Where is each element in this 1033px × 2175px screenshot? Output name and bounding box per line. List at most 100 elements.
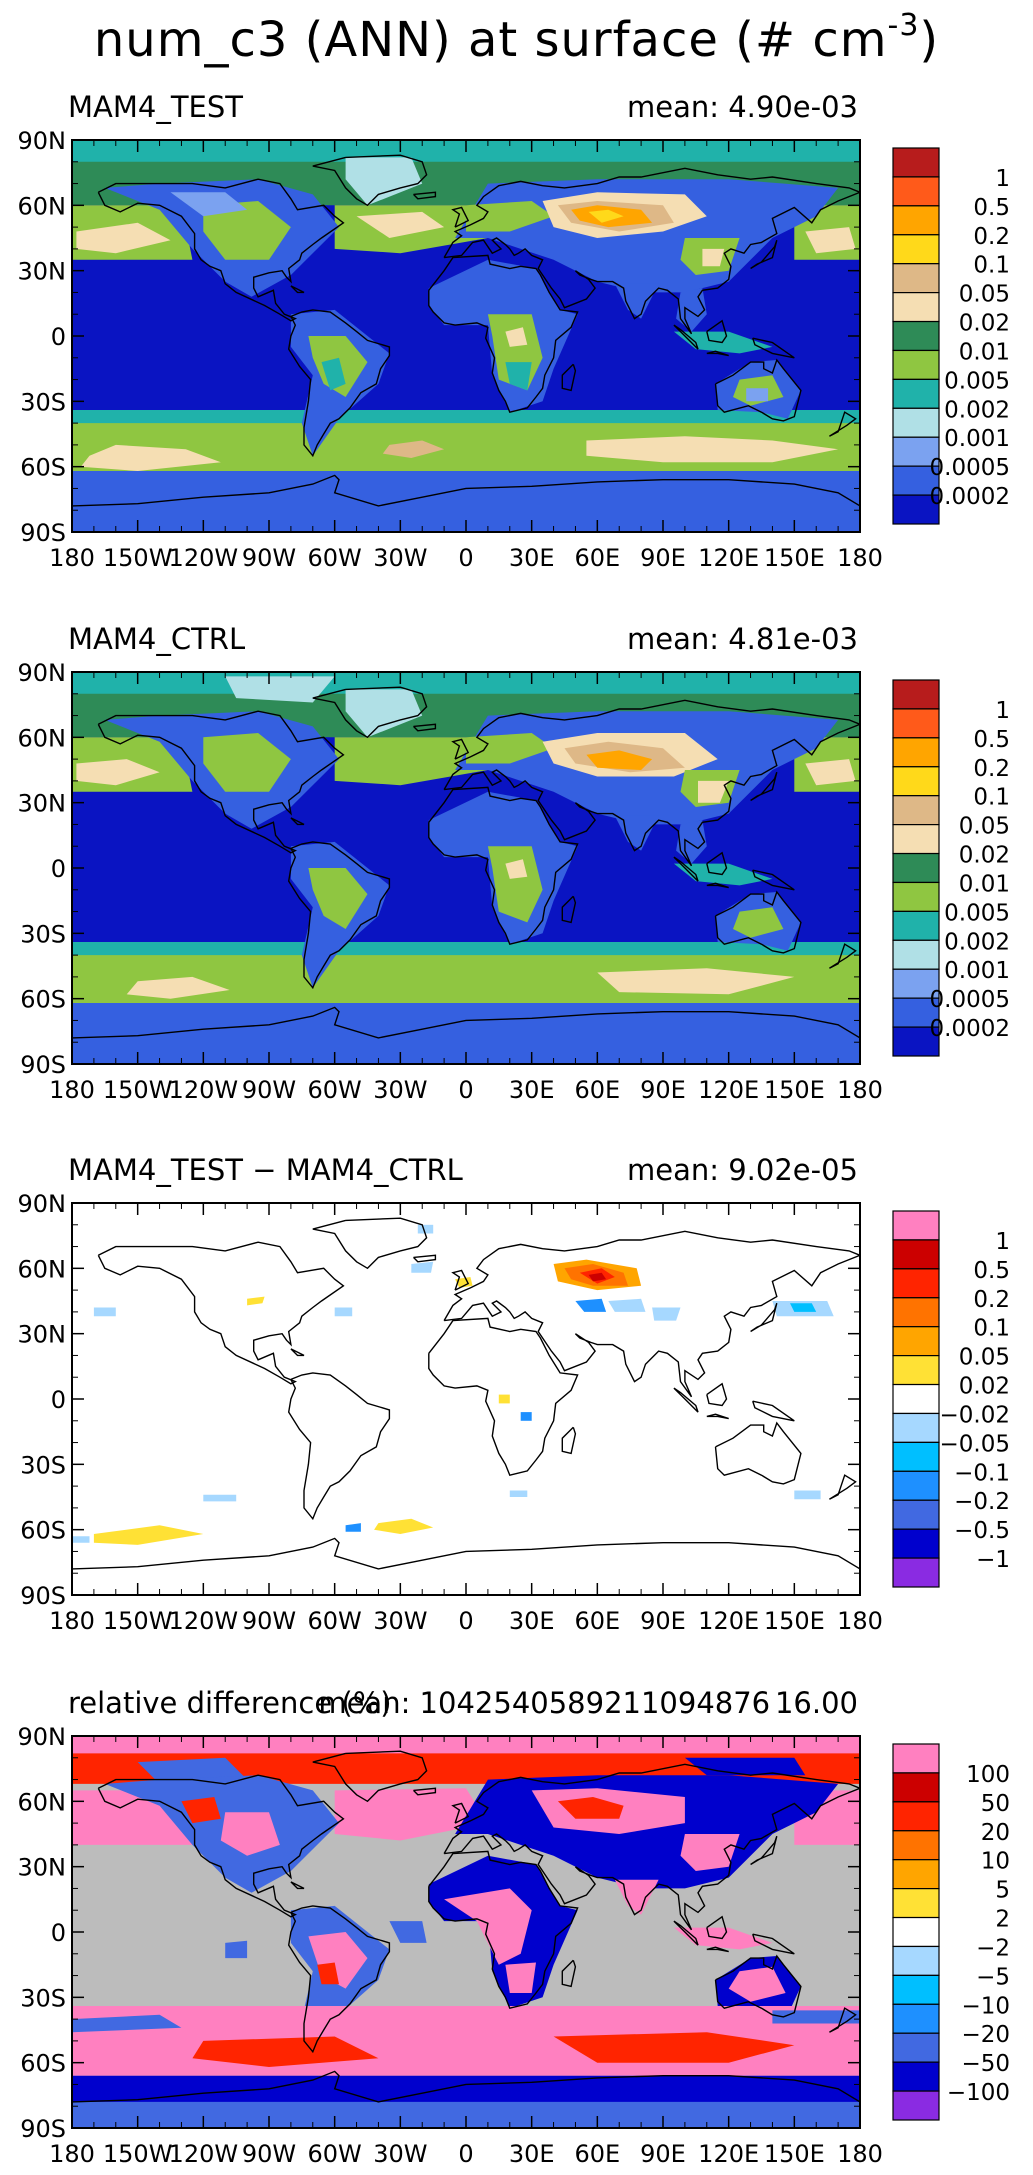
figure-title-close: ) xyxy=(919,12,940,68)
x-tick-label: 120E xyxy=(698,544,759,572)
legend-label: 0.5 xyxy=(973,727,1010,753)
x-tick-label: 60E xyxy=(574,1076,620,1104)
coastline xyxy=(287,841,391,990)
y-tick-label: 90S xyxy=(20,1582,66,1610)
legend-swatch xyxy=(892,708,940,739)
coastline xyxy=(706,1946,729,1953)
coastline xyxy=(829,943,857,969)
legend-label: −5 xyxy=(976,1964,1010,1990)
legend-swatch xyxy=(892,292,940,323)
coastline xyxy=(97,178,345,322)
field-n-atl-pink xyxy=(334,1788,488,1841)
legend-swatch xyxy=(892,1383,940,1415)
y-tick-label: 60S xyxy=(20,454,66,482)
panel-title: MAM4_TEST xyxy=(68,90,243,124)
legend-swatch xyxy=(892,1499,940,1530)
field-namerica-green xyxy=(203,201,291,260)
field-so-blue-1 xyxy=(72,2014,182,2033)
x-tick-label: 180 xyxy=(837,544,883,572)
legend-label: 2 xyxy=(995,1907,1010,1933)
coastline xyxy=(290,1881,305,1890)
coastline xyxy=(451,1802,470,1824)
field-indonesia-pink xyxy=(673,1927,773,1950)
legend-label: 0.001 xyxy=(944,958,1010,984)
legend-swatch xyxy=(892,1470,940,1501)
legend-label: 0.1 xyxy=(973,253,1010,279)
legend-swatch xyxy=(892,349,940,380)
x-tick-label: 30W xyxy=(373,1076,427,1104)
coastline xyxy=(673,1920,699,1946)
coastline xyxy=(706,1413,729,1420)
coastline xyxy=(752,1400,795,1422)
field-so-tan-1 xyxy=(382,440,445,458)
legend-label: 0.0005 xyxy=(930,455,1010,481)
field-np-wheat-w xyxy=(76,222,171,254)
field-so-red-2 xyxy=(553,2032,795,2063)
coastline xyxy=(443,1763,860,1931)
coastline xyxy=(706,1382,728,1407)
coastline xyxy=(97,1774,345,1918)
y-tick-label: 30S xyxy=(20,1451,66,1479)
legend-label: 50 xyxy=(981,1791,1010,1817)
y-tick-label: 30S xyxy=(20,1984,66,2012)
legend-label: 1 xyxy=(995,1229,1010,1255)
legend-swatch xyxy=(892,1026,940,1057)
field-africa-pink-s xyxy=(505,1962,536,1993)
field-china-wheat xyxy=(702,248,725,267)
legend-label: −0.05 xyxy=(940,1431,1010,1457)
field-samerica-red xyxy=(317,1962,339,1985)
legend-swatch xyxy=(892,176,940,207)
x-tick-label: 90W xyxy=(242,1607,296,1635)
coastline xyxy=(750,239,778,270)
coastline xyxy=(561,895,577,924)
coastline xyxy=(312,686,428,739)
field-europe-green xyxy=(466,201,554,232)
panel-2: MAM4_TEST − MAM4_CTRL mean: 9.02e-05 180 15… xyxy=(18,1153,1011,1635)
x-tick-label: 60E xyxy=(574,544,620,572)
field-so-wheat-2 xyxy=(586,436,839,463)
field-polar-south xyxy=(72,1003,860,1064)
legend-label: 0.002 xyxy=(944,929,1010,955)
field-india-land xyxy=(614,815,659,851)
field-canada-light xyxy=(170,192,248,217)
x-tick-label: 120W xyxy=(169,2140,239,2168)
y-tick-label: 60N xyxy=(18,724,67,752)
y-tick-label: 60S xyxy=(20,2050,66,2078)
field-so-red-1 xyxy=(192,2036,379,2067)
coastline xyxy=(561,363,577,392)
field-australia-pink xyxy=(728,1966,786,2002)
figure-title: num_c3 (ANN) at surface (# cm-3) xyxy=(0,0,1033,68)
coastline xyxy=(673,324,699,350)
legend-swatch xyxy=(892,1355,940,1386)
field-siberia-gold xyxy=(586,750,653,770)
y-tick-label: 90S xyxy=(20,1051,66,1079)
legend-swatch xyxy=(892,494,940,525)
legend-label: 0.2 xyxy=(973,224,1010,250)
field-india-pink xyxy=(614,1879,659,1915)
field-asia-lightblue-1 xyxy=(608,1298,646,1312)
legend-label: 0.02 xyxy=(959,1374,1010,1400)
legend-swatch xyxy=(892,1557,940,1588)
legend-label: 10 xyxy=(981,1849,1010,1875)
y-tick-label: 30N xyxy=(18,790,67,818)
coastline xyxy=(706,319,728,344)
y-tick-label: 90S xyxy=(20,2115,66,2143)
legend-label: 0.0002 xyxy=(930,484,1010,510)
x-tick-label: 150W xyxy=(103,544,173,572)
legend-label: −0.02 xyxy=(940,1402,1010,1428)
coastline xyxy=(752,337,795,359)
field-so-wheat-1 xyxy=(126,976,230,999)
coastline xyxy=(706,851,728,876)
coastline xyxy=(312,154,428,207)
legend-label: 20 xyxy=(981,1820,1010,1846)
map-area xyxy=(72,1203,860,1595)
x-tick-label: 60W xyxy=(308,544,362,572)
x-tick-label: 180 xyxy=(49,544,95,572)
x-tick-label: 180 xyxy=(49,1607,95,1635)
legend-swatch xyxy=(892,234,940,265)
legend-label: 0.0005 xyxy=(930,987,1010,1013)
y-tick-label: 90N xyxy=(18,1190,67,1218)
field-npac-lightblue xyxy=(93,1307,116,1317)
y-tick-label: 60N xyxy=(18,192,67,220)
